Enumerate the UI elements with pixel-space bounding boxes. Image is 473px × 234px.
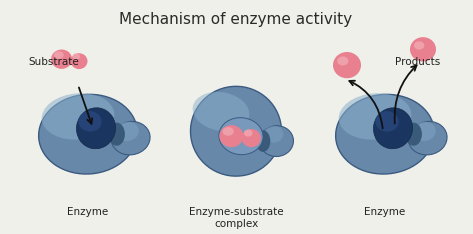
Ellipse shape (242, 129, 261, 147)
Text: Enzyme: Enzyme (364, 207, 406, 217)
Ellipse shape (42, 93, 114, 140)
Ellipse shape (108, 123, 125, 146)
Ellipse shape (79, 111, 102, 132)
Ellipse shape (193, 92, 249, 131)
Ellipse shape (405, 123, 422, 146)
Ellipse shape (414, 41, 424, 50)
Ellipse shape (111, 121, 150, 155)
Ellipse shape (375, 111, 399, 132)
Ellipse shape (77, 108, 115, 149)
Ellipse shape (412, 121, 436, 141)
Ellipse shape (337, 56, 349, 66)
Ellipse shape (408, 121, 447, 155)
Ellipse shape (256, 130, 271, 152)
Ellipse shape (333, 52, 361, 78)
Text: Substrate: Substrate (28, 57, 79, 67)
Ellipse shape (219, 125, 244, 147)
Ellipse shape (54, 51, 64, 59)
Ellipse shape (219, 118, 263, 155)
Ellipse shape (260, 126, 293, 157)
Ellipse shape (336, 94, 434, 174)
Ellipse shape (115, 121, 139, 141)
Ellipse shape (410, 37, 436, 62)
Ellipse shape (244, 129, 253, 137)
Text: Enzyme: Enzyme (67, 207, 109, 217)
Ellipse shape (51, 50, 72, 69)
Text: Enzyme-substrate
complex: Enzyme-substrate complex (189, 207, 283, 229)
Ellipse shape (339, 93, 412, 140)
Ellipse shape (191, 86, 281, 176)
Ellipse shape (72, 53, 80, 59)
Ellipse shape (263, 126, 283, 143)
Ellipse shape (374, 108, 412, 149)
Text: Products: Products (395, 57, 440, 67)
Ellipse shape (223, 127, 234, 136)
Ellipse shape (70, 53, 88, 69)
Ellipse shape (39, 94, 137, 174)
Text: Mechanism of enzyme activity: Mechanism of enzyme activity (120, 12, 352, 27)
